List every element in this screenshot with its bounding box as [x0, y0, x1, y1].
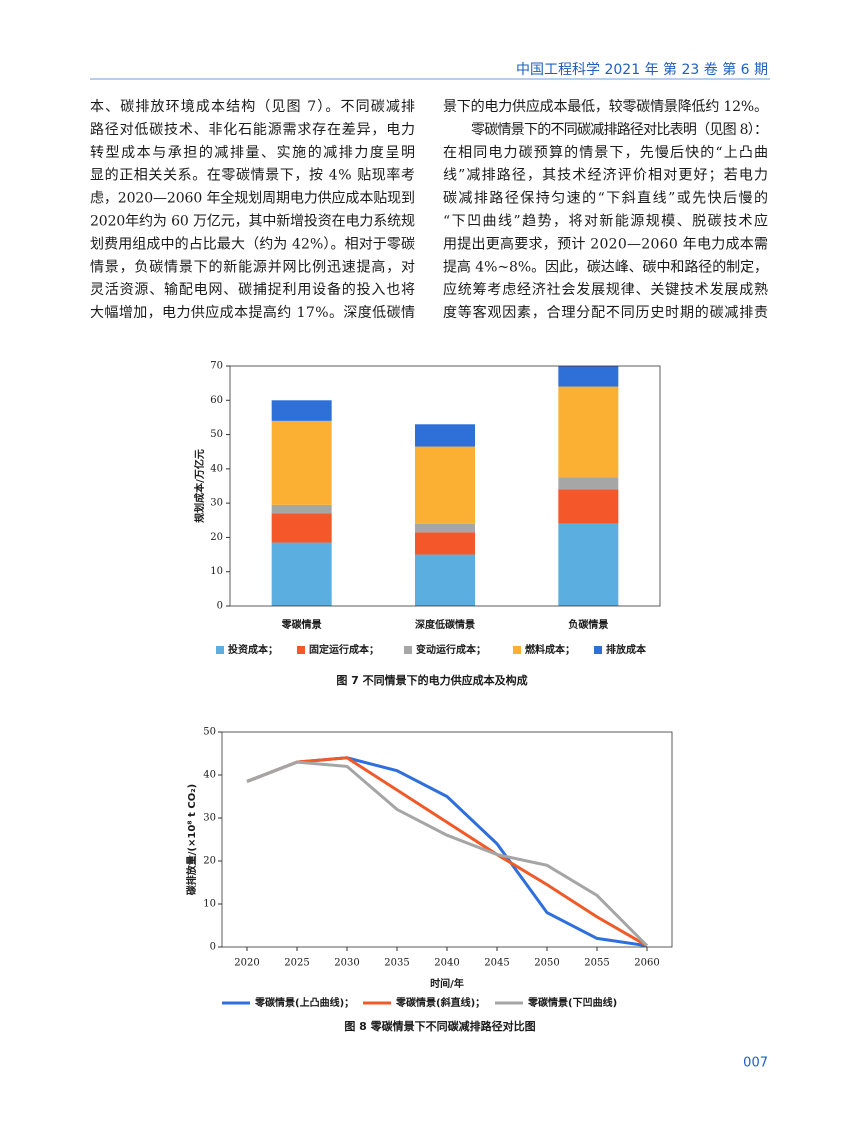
y-tick-label: 70	[210, 361, 223, 372]
body-line: 转型成本与承担的减排量、实施的减排力度呈明	[90, 145, 415, 161]
figure-caption: 图 7 不同情景下的电力供应成本及构成	[336, 673, 527, 687]
body-line: 大幅增加，电力供应成本提高约 17%。深度低碳情	[90, 304, 415, 321]
figure-caption: 图 8 零碳情景下不同碳减排路径对比图	[344, 1019, 535, 1033]
body-line: 划费用组成中的占比最大（约为 42%）。相对于零碳	[90, 236, 415, 252]
body-line: 碳减排路径保持匀速的“下斜直线”或先快后慢的	[443, 190, 768, 207]
bar-segment	[271, 542, 332, 606]
body-line: 用提出更高要求，预计 2020—2060 年电力成本需	[443, 235, 768, 252]
body-line: 情景，负碳情景下的新能源并网比例迅速提高，对	[90, 258, 415, 275]
y-axis-label: 规划成本/万亿元	[193, 449, 206, 523]
legend-swatch	[594, 646, 602, 654]
body-line: 应统筹考虑经济社会发展规律、关键技术发展成熟	[443, 281, 768, 298]
x-tick-label: 2050	[534, 958, 559, 969]
x-tick-label: 深度低碳情景	[415, 618, 475, 631]
legend-label: 投资成本；	[228, 643, 278, 656]
bar-segment	[558, 489, 619, 524]
body-line: 路径对低碳技术、非化石能源需求存在差异，电力	[90, 122, 415, 138]
series-line	[246, 760, 649, 947]
legend-label: 固定运行成本；	[309, 643, 379, 656]
y-tick-label: 50	[210, 429, 223, 440]
bar-segment	[271, 513, 332, 543]
x-tick-label: 2020	[234, 958, 259, 969]
bar-segment	[558, 386, 619, 478]
body-line: 零碳情景下的不同碳减排路径对比表明（见图 8）：	[471, 122, 768, 138]
y-tick-label: 0	[210, 942, 216, 953]
legend-label: 变动运行成本；	[416, 643, 486, 656]
bar-segment	[415, 523, 475, 533]
legend-label: 零碳情景(斜直线)；	[395, 996, 485, 1009]
page-number: 007	[743, 1056, 768, 1071]
legend-swatch	[216, 646, 224, 654]
y-tick-label: 20	[203, 856, 216, 867]
body-line: “下凹曲线”趋势，将对新能源规模、脱碳技术应	[443, 213, 768, 230]
x-tick-label: 2030	[334, 958, 359, 969]
y-tick-label: 10	[203, 899, 216, 910]
x-tick-label: 负碳情景	[568, 618, 608, 631]
bar-segment	[558, 477, 619, 490]
body-line: 2020年约为 60 万亿元，其中新增投资在电力系统规	[90, 214, 415, 230]
plot-frame	[229, 365, 661, 607]
y-tick-label: 60	[210, 395, 223, 406]
body-line: 线”减排路径，其技术经济评价相对更好；若电力	[443, 168, 768, 184]
x-tick-label: 2045	[484, 958, 509, 969]
legend-label: 零碳情景(下凹曲线)	[527, 996, 617, 1009]
bar-segment	[271, 504, 332, 514]
bar-segment	[558, 523, 619, 606]
body-line: 提高 4%~8%。因此，碳达峰、碳中和路径的制定，	[443, 258, 768, 275]
y-axis-label: 碳排放量/(×10⁸ t CO₂)	[185, 784, 198, 895]
legend-label: 零碳情景(上凸曲线)；	[254, 996, 354, 1009]
bar-segment	[271, 420, 332, 505]
body-line: 本、碳排放环境成本结构（见图 7）。不同碳减排	[90, 99, 415, 115]
journal-header: 中国工程科学 2021 年 第 23 卷 第 6 期	[516, 61, 768, 78]
legend-swatch	[404, 646, 412, 654]
x-tick-label: 2055	[584, 958, 609, 969]
y-tick-label: 0	[217, 601, 223, 612]
y-tick-label: 30	[210, 498, 223, 509]
body-line: 度等客观因素，合理分配不同历史时期的碳减排责	[443, 304, 768, 321]
x-tick-label: 2035	[384, 958, 409, 969]
x-axis-label: 时间/年	[430, 977, 464, 990]
bar-segment	[415, 446, 475, 524]
legend-swatch	[513, 646, 521, 654]
body-line: 景下的电力供应成本最低，较零碳情景降低约 12%。	[443, 98, 768, 115]
legend-label: 燃料成本；	[525, 643, 575, 656]
bar-segment	[415, 554, 475, 606]
x-tick-label: 2025	[284, 958, 309, 969]
body-line: 灵活资源、输配电网、碳捕捉利用设备的投入也将	[90, 281, 415, 298]
y-tick-label: 30	[203, 813, 216, 824]
plot-frame	[221, 731, 673, 948]
x-tick-label: 零碳情景	[281, 618, 322, 631]
legend-label: 排放成本	[606, 643, 647, 656]
series-line	[246, 756, 648, 948]
x-tick-label: 2040	[434, 958, 459, 969]
y-tick-label: 40	[203, 770, 216, 781]
y-tick-label: 10	[210, 566, 223, 577]
bar-segment	[271, 400, 332, 421]
series-line	[246, 756, 648, 948]
bar-segment	[558, 366, 619, 387]
body-line: 在相同电力碳预算的情景下，先慢后快的“上凸曲	[443, 144, 768, 161]
bar-segment	[415, 532, 475, 555]
legend-swatch	[297, 646, 305, 654]
y-tick-label: 50	[203, 727, 216, 738]
body-line: 显的正相关关系。在零碳情景下，按 4% 贴现率考	[90, 167, 415, 184]
body-line: 虑，2020—2060 年全规划周期电力供应成本贴现到	[90, 190, 415, 207]
y-tick-label: 40	[210, 463, 223, 474]
y-tick-label: 20	[210, 532, 223, 543]
x-tick-label: 2060	[634, 958, 659, 969]
bar-segment	[415, 424, 475, 447]
